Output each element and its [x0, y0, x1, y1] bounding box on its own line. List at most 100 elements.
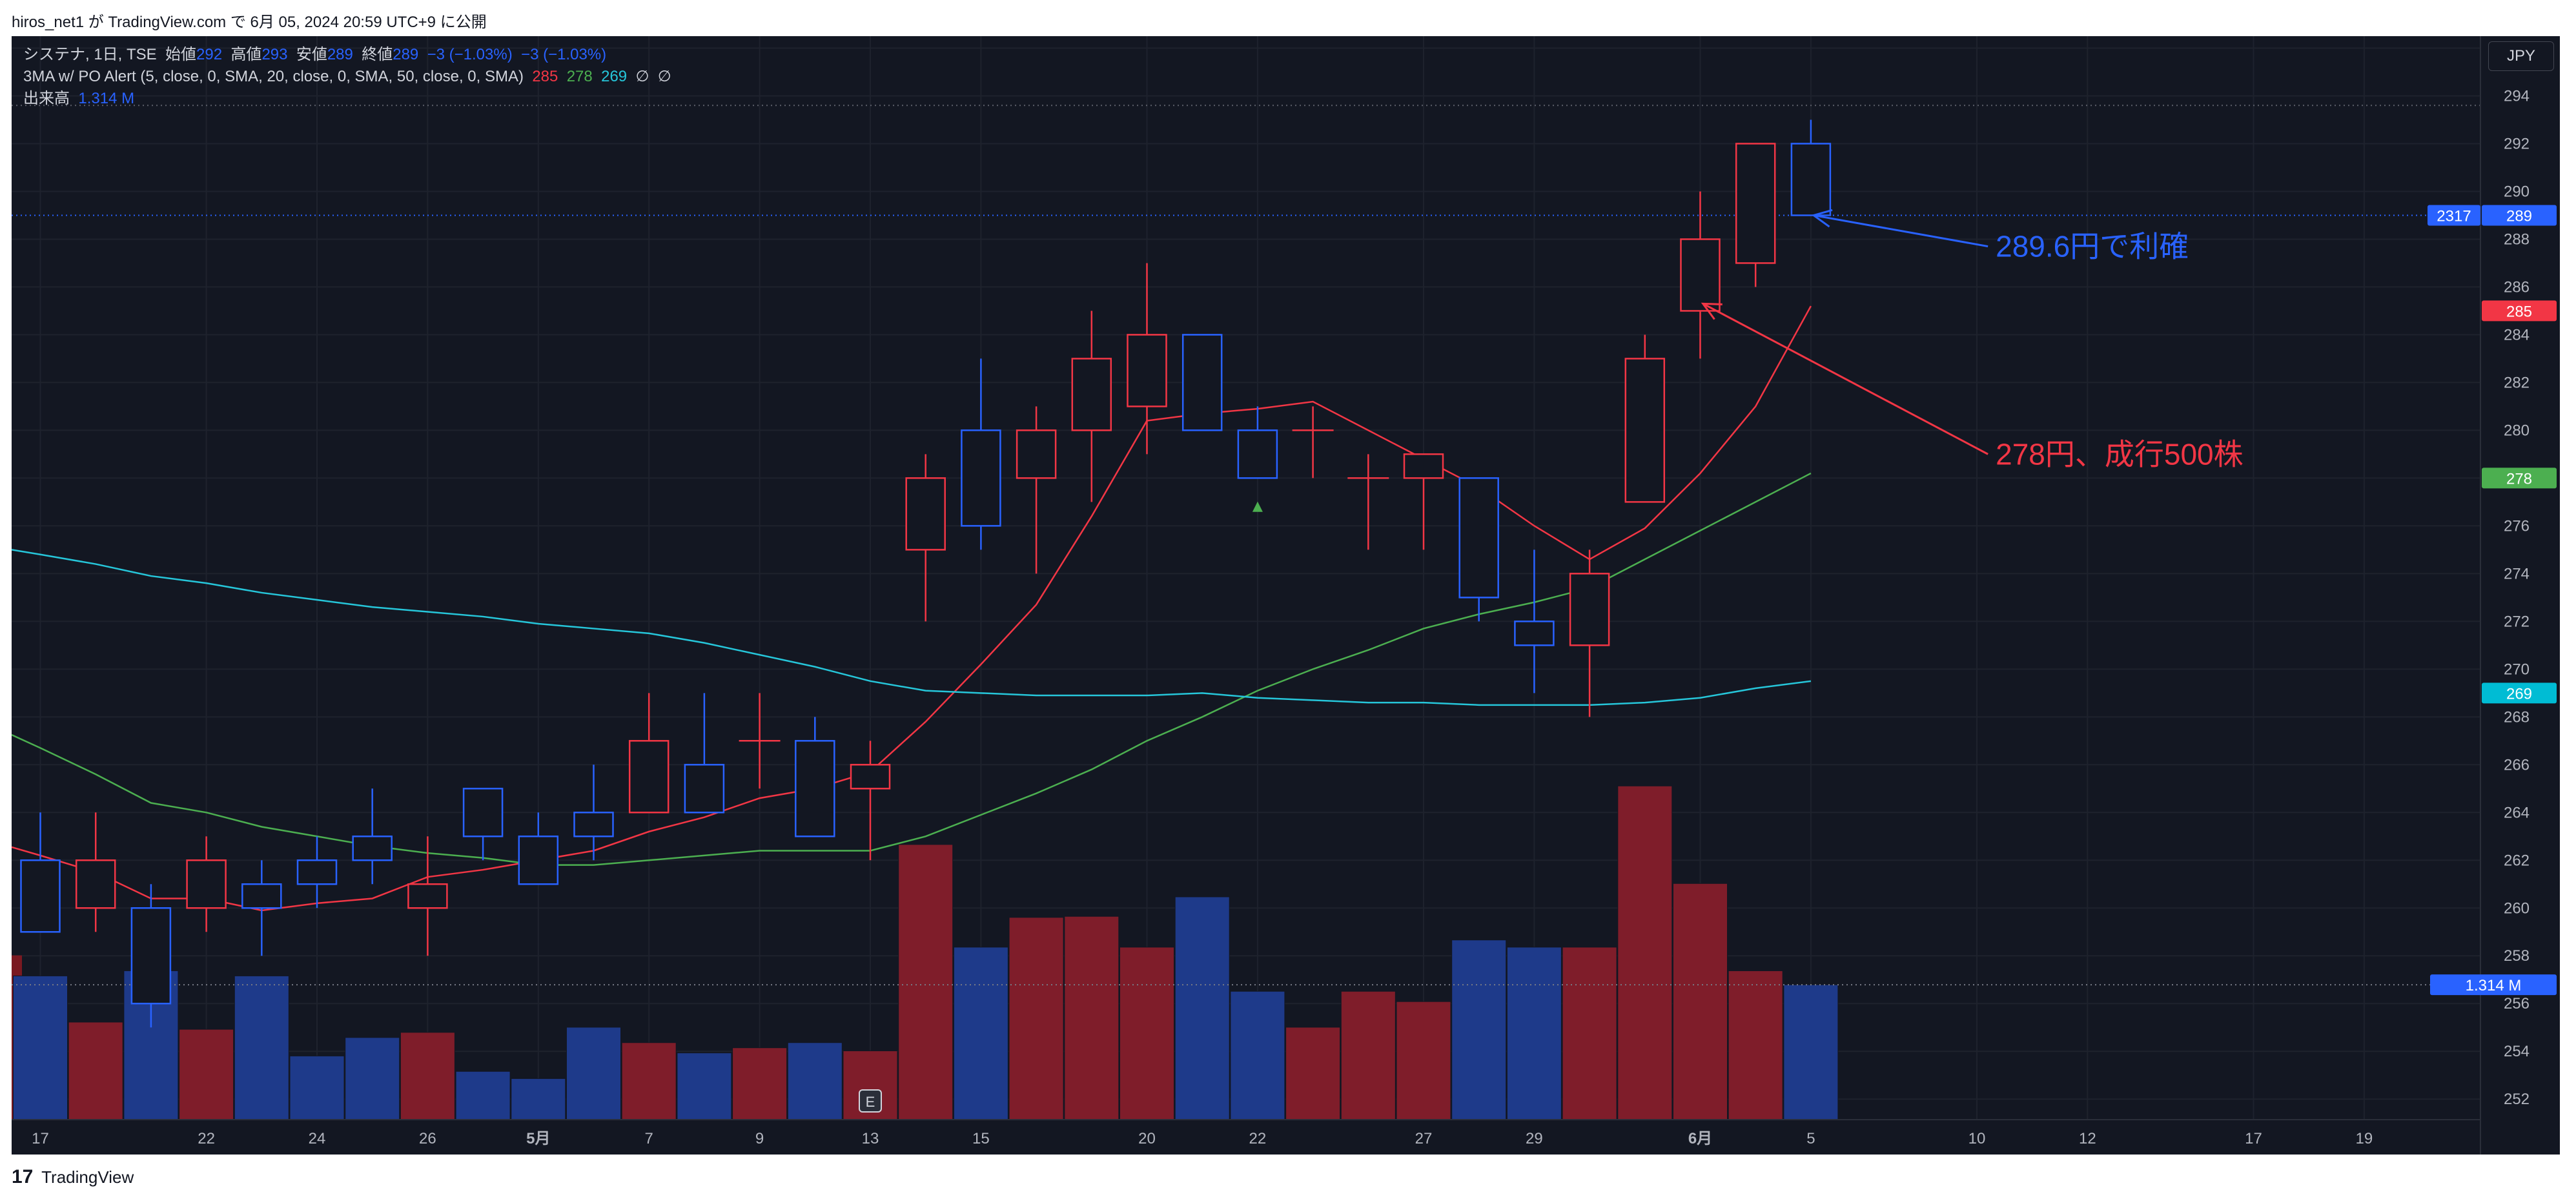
- price-label-289: [2482, 205, 2557, 226]
- time-tick-6: 9: [755, 1130, 764, 1147]
- time-tick-5: 7: [645, 1130, 653, 1147]
- chart-legend: システナ, 1日, TSE 始値292 高値293 安値289 終値289 −3…: [23, 44, 671, 110]
- price-tick-266: 266: [2504, 756, 2530, 774]
- legend-low-label: 安値: [296, 46, 327, 63]
- time-tick-9: 20: [1138, 1130, 1156, 1147]
- volume-bar-17: [953, 947, 1008, 1120]
- legend-symbol-row: システナ, 1日, TSE 始値292 高値293 安値289 終値289 −3…: [23, 44, 671, 66]
- legend-high: 293: [261, 46, 288, 63]
- legend-ma-fast: 285: [532, 68, 558, 85]
- candle-body-10: [573, 812, 614, 837]
- price-tick-272: 272: [2504, 613, 2530, 630]
- volume-bar-27: [1506, 947, 1562, 1120]
- legend-low: 289: [327, 46, 353, 63]
- legend-high-label: 高値: [230, 46, 262, 63]
- volume-bar-4: [234, 975, 289, 1120]
- price-tick-270: 270: [2504, 661, 2530, 678]
- chart-area[interactable]: E 289.6円で利確 278円、成行500株 252 254 256 258 260 26…: [12, 36, 2560, 1155]
- candle-body-15: [850, 764, 891, 790]
- price-tick-254: 254: [2504, 1043, 2530, 1060]
- volume-bar-25: [1396, 1001, 1451, 1120]
- volume-bar-31: [1728, 970, 1783, 1120]
- publish-header: hiros_net1 が TradingView.com で 6月 05, 20…: [0, 0, 2576, 36]
- candle-body-2: [130, 907, 172, 1005]
- legend-empty-2: ∅: [657, 68, 671, 85]
- candle-body-22: [1237, 429, 1278, 479]
- legend-indicator-row: 3MA w/ PO Alert (5, close, 0, SMA, 20, c…: [23, 66, 671, 88]
- legend-volume: 1.314 M: [78, 90, 135, 107]
- candle-body-31: [1735, 143, 1776, 264]
- price-tick-274: 274: [2504, 565, 2530, 582]
- candlestick-chart[interactable]: E 289.6円で利確 278円、成行500株 252 254 256 258 260 26…: [12, 36, 2560, 1155]
- time-tick-7: 13: [862, 1130, 879, 1147]
- candle-body-17: [961, 429, 1001, 527]
- price-tick-258: 258: [2504, 947, 2530, 965]
- price-tick-280: 280: [2504, 422, 2530, 439]
- legend-open-label: 始値: [165, 46, 197, 63]
- time-tick-3: 26: [419, 1130, 436, 1147]
- legend-ma-mid: 278: [566, 68, 593, 85]
- price-tick-292: 292: [2504, 135, 2530, 152]
- price-label-278: [2482, 467, 2557, 489]
- candle-body-19: [1071, 358, 1112, 431]
- candle-body-32: [1790, 143, 1832, 216]
- price-label-text-289: 289: [2506, 207, 2532, 225]
- legend-symbol[interactable]: システナ, 1日, TSE: [23, 46, 157, 63]
- price-tick-262: 262: [2504, 852, 2530, 869]
- earnings-marker-icon: [859, 1089, 882, 1113]
- volume-bar-5: [289, 1055, 345, 1120]
- time-tick-14: 5: [1806, 1130, 1815, 1147]
- price-tick-264: 264: [2504, 804, 2530, 821]
- volume-axis-label-text: 1.314 M: [2466, 977, 2522, 994]
- volume-bar-0: [13, 975, 68, 1120]
- publish-text: hiros_net1 が TradingView.com で 6月 05, 20…: [12, 14, 487, 31]
- legend-volume-label[interactable]: 出来高: [23, 90, 70, 107]
- volume-bar-13: [732, 1047, 788, 1120]
- price-label-text-285: 285: [2506, 303, 2532, 320]
- time-tick-13: 6月: [1688, 1130, 1712, 1147]
- candle-body-30: [1680, 238, 1721, 312]
- candle-body-27: [1514, 621, 1555, 646]
- annotation-arrowhead-1: [1701, 302, 1722, 320]
- time-tick-17: 17: [2245, 1130, 2262, 1147]
- candle-body-6: [352, 836, 393, 861]
- price-tick-260: 260: [2504, 899, 2530, 917]
- price-label-285: [2482, 300, 2557, 322]
- annotation-arrow-0: [1813, 214, 1988, 248]
- candle-body-16: [905, 477, 946, 551]
- candle-body-12: [684, 764, 725, 814]
- candle-body-25: [1403, 453, 1444, 479]
- countdown-text: 2317: [2437, 207, 2471, 225]
- legend-change: −3 (−1.03%): [427, 46, 513, 63]
- volume-bar-7: [400, 1032, 455, 1120]
- footer: 17 TradingView: [12, 1166, 134, 1192]
- volume-bar-18: [1008, 917, 1064, 1120]
- candle-body-0: [20, 859, 61, 933]
- candle-body-26: [1458, 477, 1499, 599]
- price-tick-284: 284: [2504, 326, 2530, 344]
- annotation-text-1: 278円、成行500株: [1996, 437, 2244, 471]
- time-tick-0: 17: [32, 1130, 49, 1147]
- candle-body-5: [296, 859, 338, 885]
- candle-body-29: [1624, 358, 1666, 503]
- time-tick-11: 27: [1415, 1130, 1433, 1147]
- legend-close-label: 終値: [362, 46, 393, 63]
- candle-body-7: [407, 883, 448, 909]
- candle-body-20: [1127, 334, 1167, 407]
- legend-close: 289: [393, 46, 419, 63]
- price-label-text-278: 278: [2506, 470, 2532, 488]
- legend-empty-1: ∅: [635, 68, 649, 85]
- annotation-text-0: 289.6円で利確: [1996, 230, 2189, 263]
- sma-5-line: [12, 305, 1812, 912]
- price-tick-276: 276: [2504, 517, 2530, 535]
- tradingview-brand[interactable]: TradingView: [41, 1167, 134, 1187]
- volume-bar-20: [1119, 947, 1174, 1120]
- legend-indicator[interactable]: 3MA w/ PO Alert (5, close, 0, SMA, 20, c…: [23, 68, 524, 85]
- volume-bar-1: [68, 1021, 123, 1120]
- countdown-label: [2428, 205, 2480, 226]
- candle-body-18: [1016, 429, 1057, 479]
- volume-bar-29: [1617, 785, 1673, 1120]
- currency-button[interactable]: JPY: [2488, 41, 2554, 71]
- price-tick-256: 256: [2504, 995, 2530, 1012]
- tradingview-logo[interactable]: 17: [12, 1166, 34, 1187]
